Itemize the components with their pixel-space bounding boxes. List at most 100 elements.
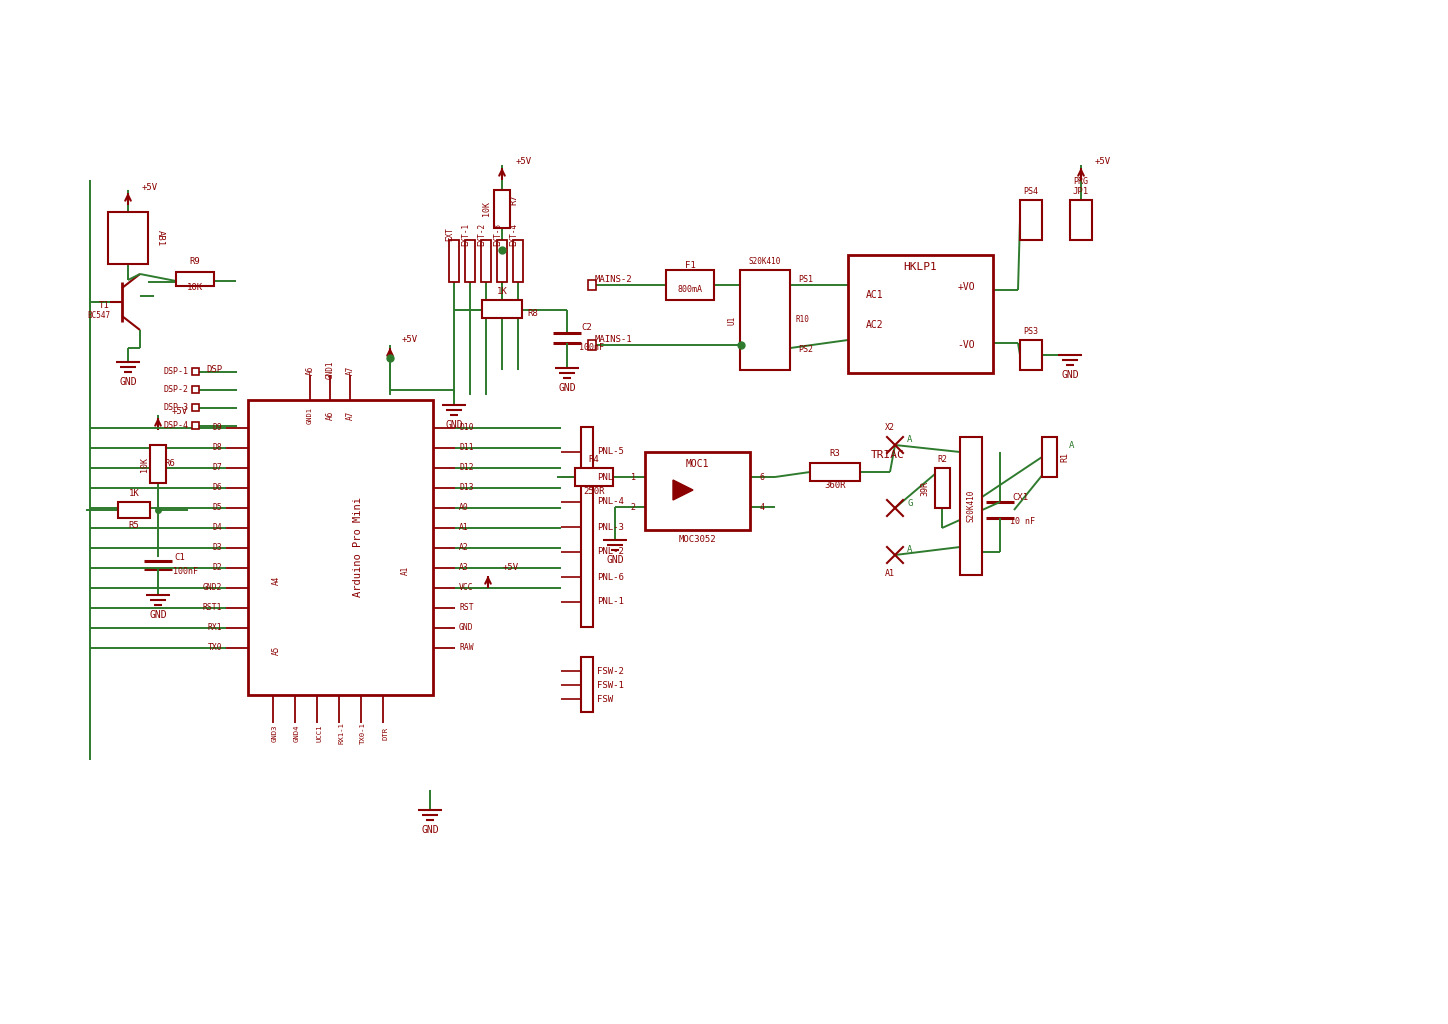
Text: FSW-1: FSW-1 (597, 681, 624, 689)
Bar (644, 452, 750, 530)
Text: A6: A6 (326, 411, 334, 420)
Text: PS4: PS4 (1024, 187, 1038, 197)
Text: GND1: GND1 (307, 407, 313, 424)
Text: T1: T1 (100, 300, 110, 309)
Text: +5V: +5V (502, 563, 520, 572)
Text: PS3: PS3 (1024, 328, 1038, 337)
Text: R2: R2 (937, 456, 947, 465)
Text: RX1-1: RX1-1 (337, 722, 345, 744)
Text: 1: 1 (630, 472, 636, 481)
Text: GND: GND (119, 377, 136, 387)
Bar (481, 240, 491, 282)
Text: MAINS-2: MAINS-2 (595, 275, 633, 285)
Text: PNL: PNL (597, 472, 613, 481)
Text: PNL-2: PNL-2 (597, 548, 624, 556)
Text: GND4: GND4 (294, 724, 300, 741)
Text: A2: A2 (459, 544, 469, 553)
Text: EXT: EXT (445, 227, 455, 241)
Text: D12: D12 (459, 464, 473, 472)
Bar (666, 270, 714, 300)
Text: D5: D5 (213, 504, 222, 512)
Bar (494, 190, 510, 228)
Bar (497, 240, 507, 282)
Bar (465, 240, 475, 282)
Text: GND3: GND3 (272, 724, 278, 741)
Text: G: G (908, 499, 912, 508)
Bar (193, 404, 198, 411)
Text: PNL-3: PNL-3 (597, 522, 624, 531)
Text: VCC: VCC (459, 584, 473, 593)
Text: R3: R3 (830, 450, 840, 459)
Text: D11: D11 (459, 443, 473, 453)
Text: -VO: -VO (957, 340, 975, 350)
Text: MOC1: MOC1 (685, 459, 708, 469)
Text: R10: R10 (795, 315, 809, 325)
Text: BC547: BC547 (87, 311, 110, 321)
Text: UCC1: UCC1 (316, 724, 321, 741)
Text: D7: D7 (213, 464, 222, 472)
Text: D4: D4 (213, 523, 222, 532)
Text: HKLP1: HKLP1 (904, 262, 937, 272)
Bar (809, 463, 860, 481)
Text: A0: A0 (459, 504, 469, 512)
Text: AC1: AC1 (866, 290, 883, 300)
Bar (588, 340, 597, 350)
Text: Arduino Pro Mini: Arduino Pro Mini (353, 497, 363, 597)
Text: +5V: +5V (172, 407, 188, 416)
Text: D6: D6 (213, 483, 222, 493)
Text: DSP-3: DSP-3 (164, 403, 188, 413)
Text: A6: A6 (306, 366, 314, 375)
Text: 10K: 10K (139, 457, 149, 471)
Bar (248, 400, 433, 695)
Bar (151, 445, 167, 483)
Text: PRG: PRG (1073, 177, 1089, 186)
Text: GND: GND (149, 610, 167, 620)
Text: MAINS-1: MAINS-1 (595, 336, 633, 344)
Bar (449, 240, 459, 282)
Bar (193, 368, 198, 375)
Bar (117, 502, 151, 518)
Text: PNL-5: PNL-5 (597, 447, 624, 457)
Text: DSP-4: DSP-4 (164, 422, 188, 430)
Text: PS2: PS2 (798, 345, 812, 354)
Text: A: A (1069, 440, 1074, 450)
Bar (482, 300, 521, 318)
Text: 100nF: 100nF (579, 343, 604, 352)
Bar (1019, 200, 1043, 240)
Bar (935, 468, 950, 508)
Text: +5V: +5V (515, 158, 531, 167)
Text: R1: R1 (1060, 452, 1070, 462)
Text: X2: X2 (885, 423, 895, 431)
Polygon shape (673, 480, 694, 500)
Bar (193, 422, 198, 429)
Text: DSP-1: DSP-1 (164, 368, 188, 377)
Text: 2: 2 (630, 503, 636, 512)
Bar (960, 437, 982, 575)
Text: R4: R4 (589, 455, 599, 464)
Text: JP1: JP1 (1073, 187, 1089, 197)
Text: RST: RST (459, 603, 473, 612)
Text: RX1: RX1 (207, 624, 222, 633)
Text: A1: A1 (401, 565, 410, 574)
Text: R9: R9 (190, 257, 200, 266)
Text: 10K: 10K (187, 284, 203, 293)
Text: GND: GND (607, 555, 624, 565)
Bar (513, 240, 523, 282)
Bar (109, 212, 148, 264)
Text: 6: 6 (760, 472, 765, 481)
Text: A: A (908, 546, 912, 555)
Text: +5V: +5V (1095, 158, 1111, 167)
Text: +5V: +5V (403, 336, 418, 344)
Bar (575, 468, 613, 486)
Text: A5: A5 (272, 645, 281, 654)
Bar (588, 280, 597, 290)
Text: EXT-4: EXT-4 (510, 222, 518, 246)
Text: D10: D10 (459, 424, 473, 432)
Text: DSP: DSP (206, 366, 222, 375)
Text: A4: A4 (272, 575, 281, 585)
Text: R8: R8 (527, 309, 537, 318)
Text: R7: R7 (510, 195, 518, 206)
Bar (849, 255, 993, 373)
Text: PNL-4: PNL-4 (597, 498, 624, 507)
Text: AB1: AB1 (155, 230, 165, 246)
